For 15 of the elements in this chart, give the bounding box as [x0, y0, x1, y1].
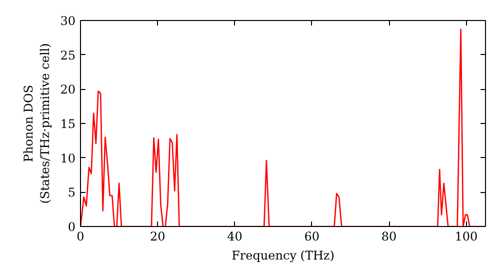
- x-tick-label: 100: [454, 230, 478, 244]
- y-tick-label: 25: [60, 48, 76, 62]
- x-tick-label: 80: [381, 230, 397, 244]
- y-tick-label: 0: [68, 220, 76, 234]
- y-tick-label: 20: [60, 82, 76, 97]
- y-tick-label: 30: [60, 14, 76, 28]
- x-tick-label: 40: [227, 230, 242, 244]
- y-tick-label: 5: [68, 186, 76, 200]
- x-tick-label: 0: [76, 230, 84, 244]
- x-axis-title: Frequency (THz): [232, 248, 334, 262]
- x-tick-label: 60: [304, 230, 320, 244]
- y-tick-label: 15: [60, 117, 76, 131]
- x-tick-label: 20: [150, 230, 166, 244]
- y-tick-label: 10: [60, 151, 76, 166]
- y-axis-title: Phonon DOS (States/THz·primitive cell): [21, 43, 52, 204]
